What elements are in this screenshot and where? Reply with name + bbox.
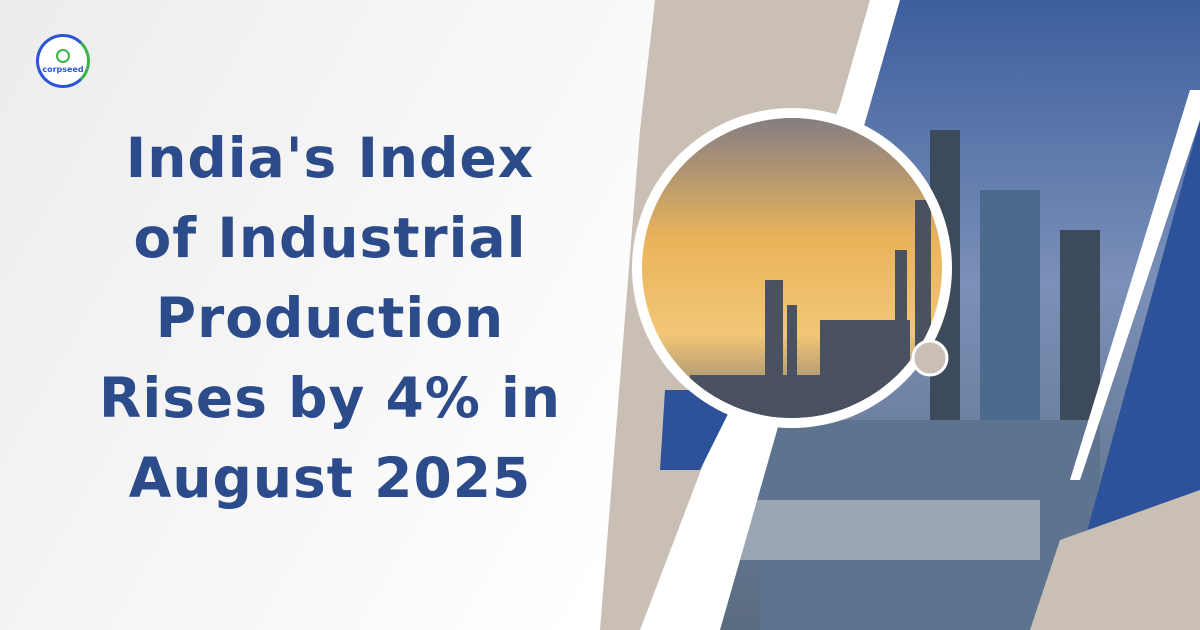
headline-line: August 2025: [128, 446, 532, 510]
magnifier-dot: [911, 339, 949, 377]
logo-mark-icon: [56, 48, 70, 63]
headline-line: Production: [155, 286, 505, 350]
headline-line: Rises by 4% in: [98, 366, 562, 430]
logo-text: corpseed: [42, 64, 84, 74]
corpseed-logo[interactable]: corpseed: [36, 34, 90, 88]
headline-line: of Industrial: [133, 206, 527, 270]
white-divider-right: [1070, 90, 1200, 480]
sunset-photo: [642, 118, 942, 418]
headline-line: India's Index: [125, 126, 535, 190]
headline: India's Index of Industrial Production R…: [40, 118, 620, 518]
beige-triangle-right: [1030, 490, 1200, 630]
